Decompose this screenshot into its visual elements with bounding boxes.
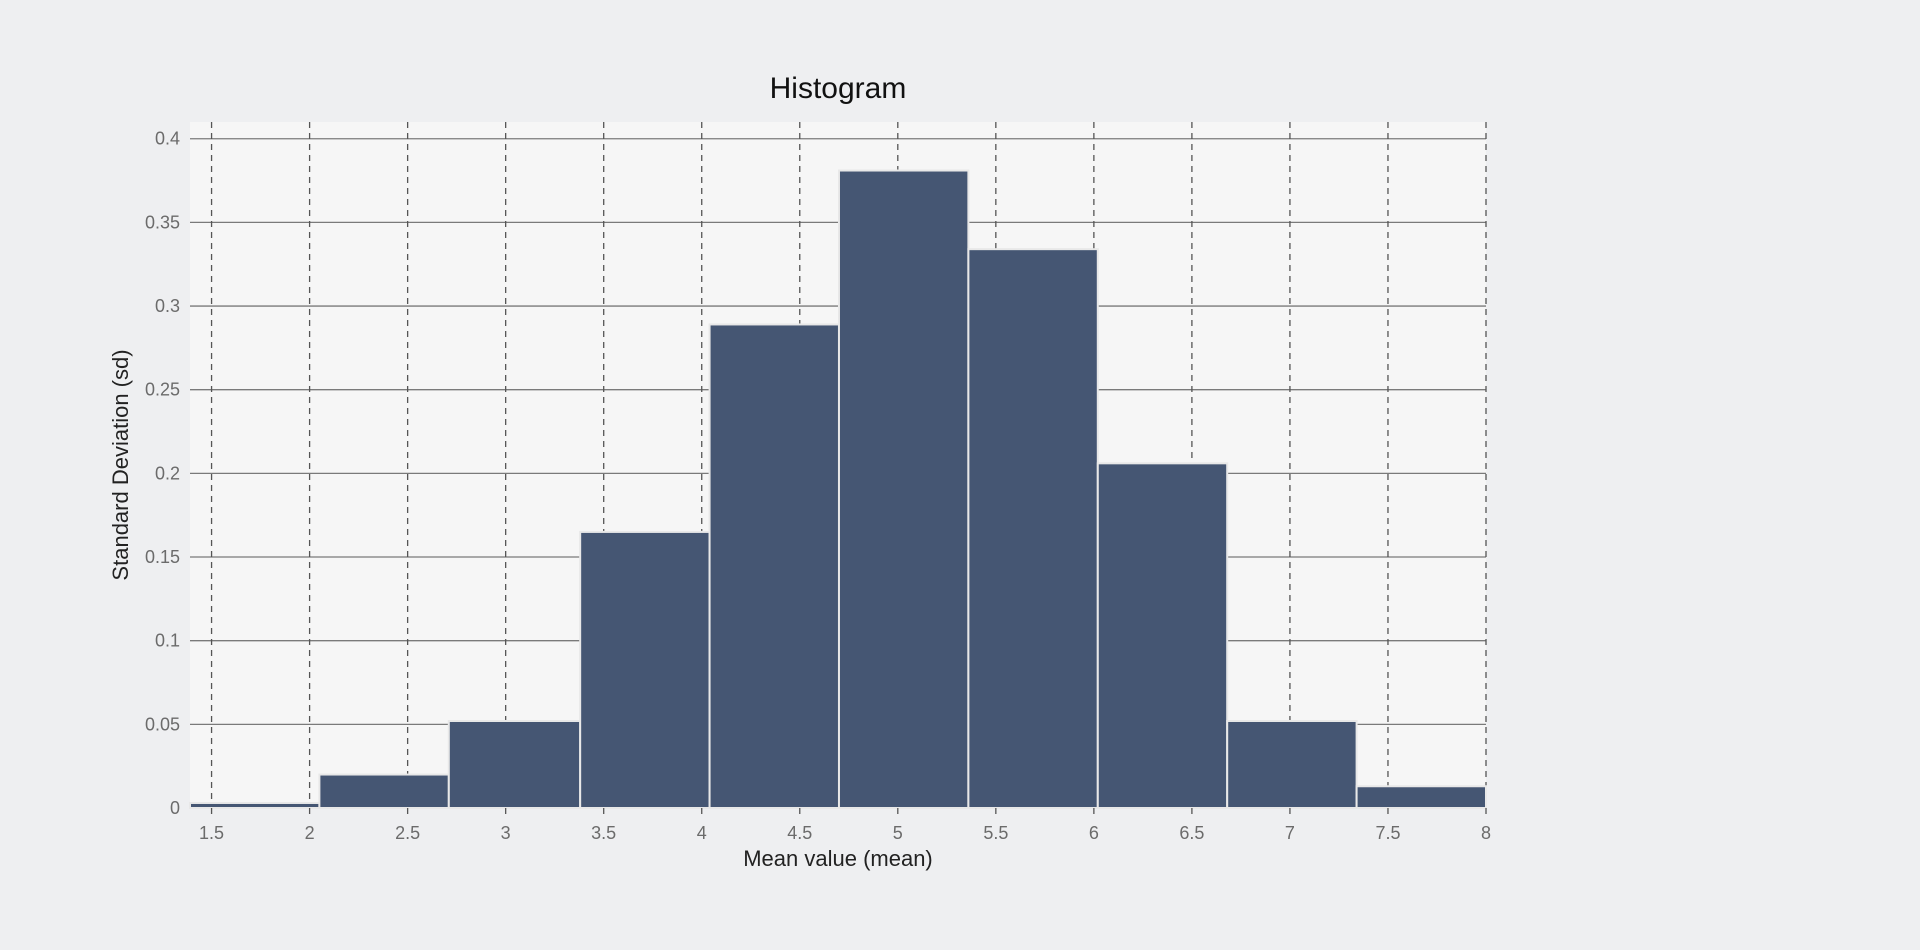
histogram-bar [189,801,321,809]
x-tick-label: 2.5 [395,823,420,843]
x-tick-label: 5.5 [983,823,1008,843]
histogram-bar [1096,462,1229,809]
y-tick-label: 0.1 [155,631,180,651]
y-tick-label: 0 [170,798,180,818]
histogram-bar [967,248,1099,810]
x-tick-label: 8 [1481,823,1491,843]
x-tick-label: 3 [501,823,511,843]
y-tick-label: 0.35 [145,212,180,232]
histogram-bar [1355,785,1487,809]
x-tick-label: 5 [893,823,903,843]
histogram-bar [447,719,582,809]
x-tick-label: 7 [1285,823,1295,843]
histogram-bar [708,323,840,809]
x-tick-label: 7.5 [1375,823,1400,843]
histogram-bar [318,773,450,809]
chart-title: Histogram [770,72,907,105]
y-tick-label: 0.15 [145,547,180,567]
y-tick-label: 0.05 [145,714,180,734]
x-tick-label: 1.5 [199,823,224,843]
y-tick-label: 0.2 [155,463,180,483]
x-tick-label: 4.5 [787,823,812,843]
histogram-bar [1226,719,1358,809]
x-tick-label: 3.5 [591,823,616,843]
bars-layer [189,169,1487,810]
x-axis-title: Mean value (mean) [743,846,933,871]
y-axis-title: Standard Deviation (sd) [108,349,133,580]
x-tick-label: 2 [305,823,315,843]
y-tick-label: 0.4 [155,129,180,149]
histogram-bar [579,530,711,809]
x-tick-label: 6.5 [1179,823,1204,843]
y-tick-label: 0.25 [145,380,180,400]
x-tick-label: 4 [697,823,707,843]
y-tick-label: 0.3 [155,296,180,316]
x-tick-label: 6 [1089,823,1099,843]
histogram-bar [837,169,970,809]
ticks-layer: 0 0.05 0.1 0.15 0.2 0.25 0.3 0.35 0.4 1.5 2 2.5 3 3.5… [145,129,1491,843]
